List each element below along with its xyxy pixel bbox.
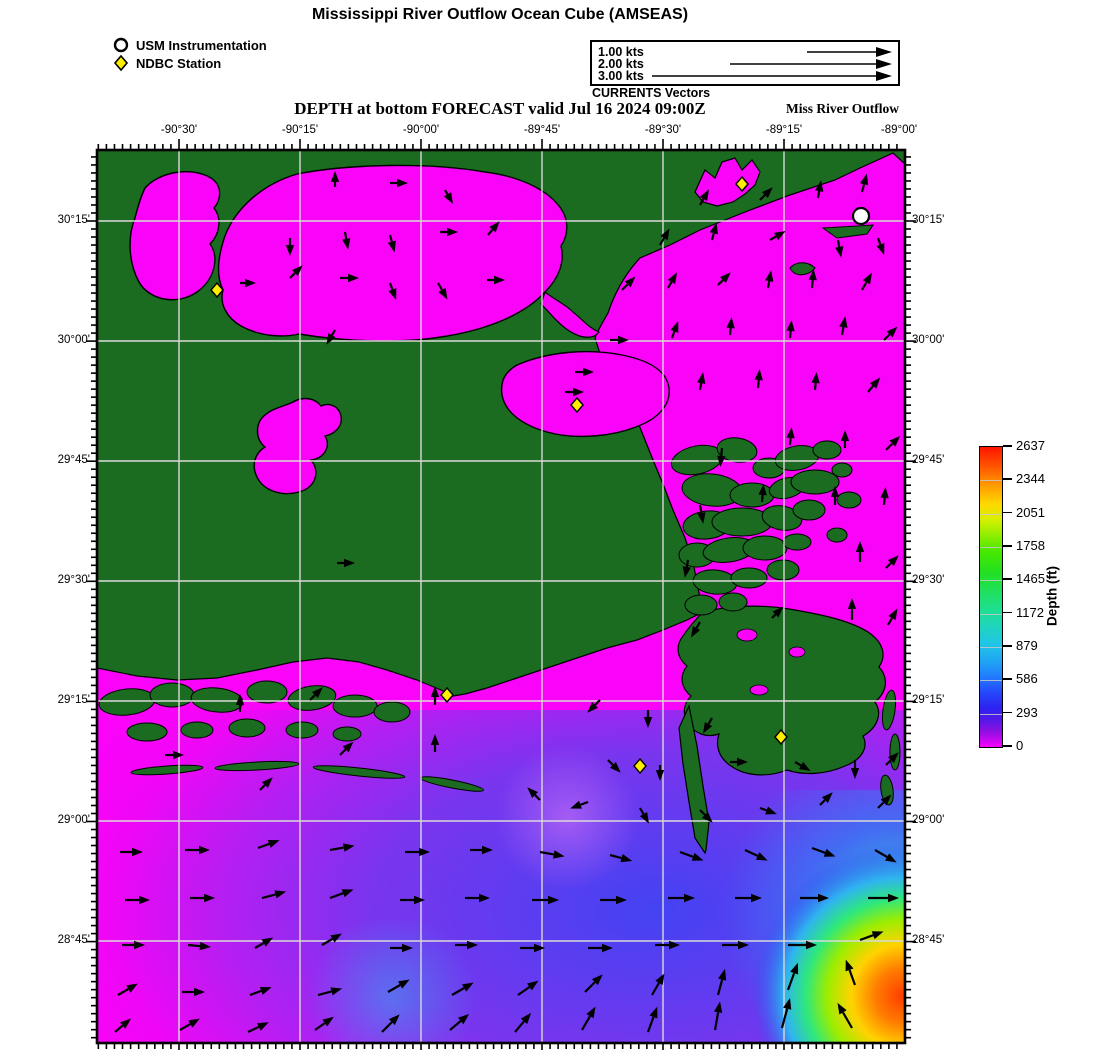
vector-scale-caption: CURRENTS Vectors xyxy=(592,86,711,100)
ndbc-legend-label: NDBC Station xyxy=(136,55,222,71)
colorbar-segment-line xyxy=(980,713,1002,715)
marsh-barataria xyxy=(98,680,484,792)
lake-pontchartrain-passes xyxy=(540,290,600,338)
colorbar-tick xyxy=(1003,745,1012,747)
lon-label: -90°00' xyxy=(402,124,440,136)
axis-ticks xyxy=(86,139,916,1050)
colorbar-segment-line xyxy=(980,613,1002,615)
ndbc-station-marker xyxy=(210,281,224,299)
lake-maurepas xyxy=(129,171,221,301)
colorbar-tick-label: 2637 xyxy=(1016,438,1045,453)
colorbar-segment-line xyxy=(980,580,1002,582)
lat-label-right: 30°15' xyxy=(912,214,945,226)
colorbar-segment-line xyxy=(980,513,1002,515)
lat-label-left: 29°30' xyxy=(57,574,90,586)
vector-scale-box: 1.00 kts 2.00 kts 3.00 kts xyxy=(590,40,900,86)
colorbar-tick xyxy=(1003,578,1012,580)
ndbc-station-marker xyxy=(440,686,454,704)
lat-label-left: 29°00' xyxy=(57,814,90,826)
colorbar-tick-label: 2051 xyxy=(1016,504,1045,520)
lake-pontchartrain xyxy=(217,164,568,342)
lat-label-right: 29°45' xyxy=(912,454,945,466)
colorbar-tick xyxy=(1003,678,1012,680)
lat-label-left: 28°45' xyxy=(57,934,90,946)
colorbar-tick xyxy=(1003,711,1012,714)
lon-label: -90°15' xyxy=(281,124,319,136)
lon-label: -89°45' xyxy=(523,124,561,136)
colorbar-tick xyxy=(1003,478,1012,480)
ndbc-station-marker xyxy=(633,757,647,775)
ndbc-station-marker xyxy=(735,175,749,193)
colorbar-tick xyxy=(1003,511,1012,514)
lon-label: -89°00' xyxy=(880,124,918,136)
colorbar-tick-label: 879 xyxy=(1016,638,1038,653)
page-title: Mississippi River Outflow Ocean Cube (AM… xyxy=(311,6,689,23)
colorbar-tick-label: 2344 xyxy=(1016,471,1045,487)
delta-pond xyxy=(749,684,769,696)
ndbc-station-marker xyxy=(570,396,584,414)
lat-label-right: 29°30' xyxy=(912,574,945,586)
lon-label: -90°30' xyxy=(160,124,198,136)
bay-st-louis xyxy=(694,157,761,207)
river-plume xyxy=(487,740,657,890)
colorbar-tick xyxy=(1003,545,1012,547)
svg-text:2.00 kts: 2.00 kts xyxy=(598,57,644,71)
map-canvas xyxy=(86,139,916,1050)
lon-label: -89°15' xyxy=(765,124,803,136)
lat-label-right: 29°00' xyxy=(912,814,945,826)
graticule xyxy=(97,150,905,1043)
ndbc-station-marker xyxy=(774,728,788,746)
colorbar-segment-line xyxy=(980,647,1002,648)
marsh-biloxi xyxy=(670,437,862,616)
colorbar-title: Depth (ft) xyxy=(1044,566,1060,626)
lat-label-right: 29°15' xyxy=(912,694,945,706)
colorbar-tick-label: 1465 xyxy=(1016,571,1045,587)
lat-label-right: 28°45' xyxy=(912,934,945,946)
station-legend: USM Instrumentation NDBC Station xyxy=(112,36,267,72)
colorbar-tick-label: 0 xyxy=(1016,738,1024,753)
land-delta-spit xyxy=(678,704,710,855)
svg-text:1.00 kts: 1.00 kts xyxy=(598,45,644,59)
colorbar-segment-line xyxy=(980,480,1002,482)
colorbar-tick-label: 1172 xyxy=(1016,604,1044,620)
colorbar-tick xyxy=(1003,611,1012,614)
lat-label-left: 29°15' xyxy=(57,694,90,706)
colorbar-tick-label: 293 xyxy=(1016,704,1038,720)
green-tongue xyxy=(337,910,667,1043)
station-markers xyxy=(210,175,871,775)
island-squiggle xyxy=(789,262,816,276)
current-vectors xyxy=(114,171,901,1033)
delta-pond xyxy=(736,628,758,642)
usm-legend-label: USM Instrumentation xyxy=(136,37,267,53)
map-inner xyxy=(86,139,916,1050)
land-delta xyxy=(677,605,886,776)
svg-text:3.00 kts: 3.00 kts xyxy=(598,69,644,83)
lake-small-west xyxy=(253,397,342,495)
colorbar-tick-label: 1758 xyxy=(1016,538,1045,553)
map-frame xyxy=(95,148,907,1045)
usm-circle-icon xyxy=(113,37,129,53)
colorbar-segment-line xyxy=(980,680,1002,682)
colorbar-tick xyxy=(1003,445,1012,447)
usm-station-marker xyxy=(851,206,871,226)
region-label: Miss River Outflow xyxy=(786,101,899,116)
ndbc-diamond-icon xyxy=(113,54,129,72)
lat-label-left: 30°15' xyxy=(57,214,90,226)
forecast-subtitle: DEPTH at bottom FORECAST valid Jul 16 20… xyxy=(294,99,706,118)
colorbar-tick-label: 586 xyxy=(1016,671,1038,687)
lat-label-left: 29°45' xyxy=(57,454,90,466)
lake-borgne xyxy=(500,350,670,438)
depth-colorbar xyxy=(979,446,1003,748)
lat-label-left: 30°00' xyxy=(57,334,90,346)
island-sliver xyxy=(821,224,874,239)
delta-pond xyxy=(788,646,806,658)
lat-label-right: 30°00' xyxy=(912,334,945,346)
colorbar-segment-line xyxy=(980,547,1002,548)
lon-label: -89°30' xyxy=(644,124,682,136)
colorbar-tick xyxy=(1003,645,1012,647)
